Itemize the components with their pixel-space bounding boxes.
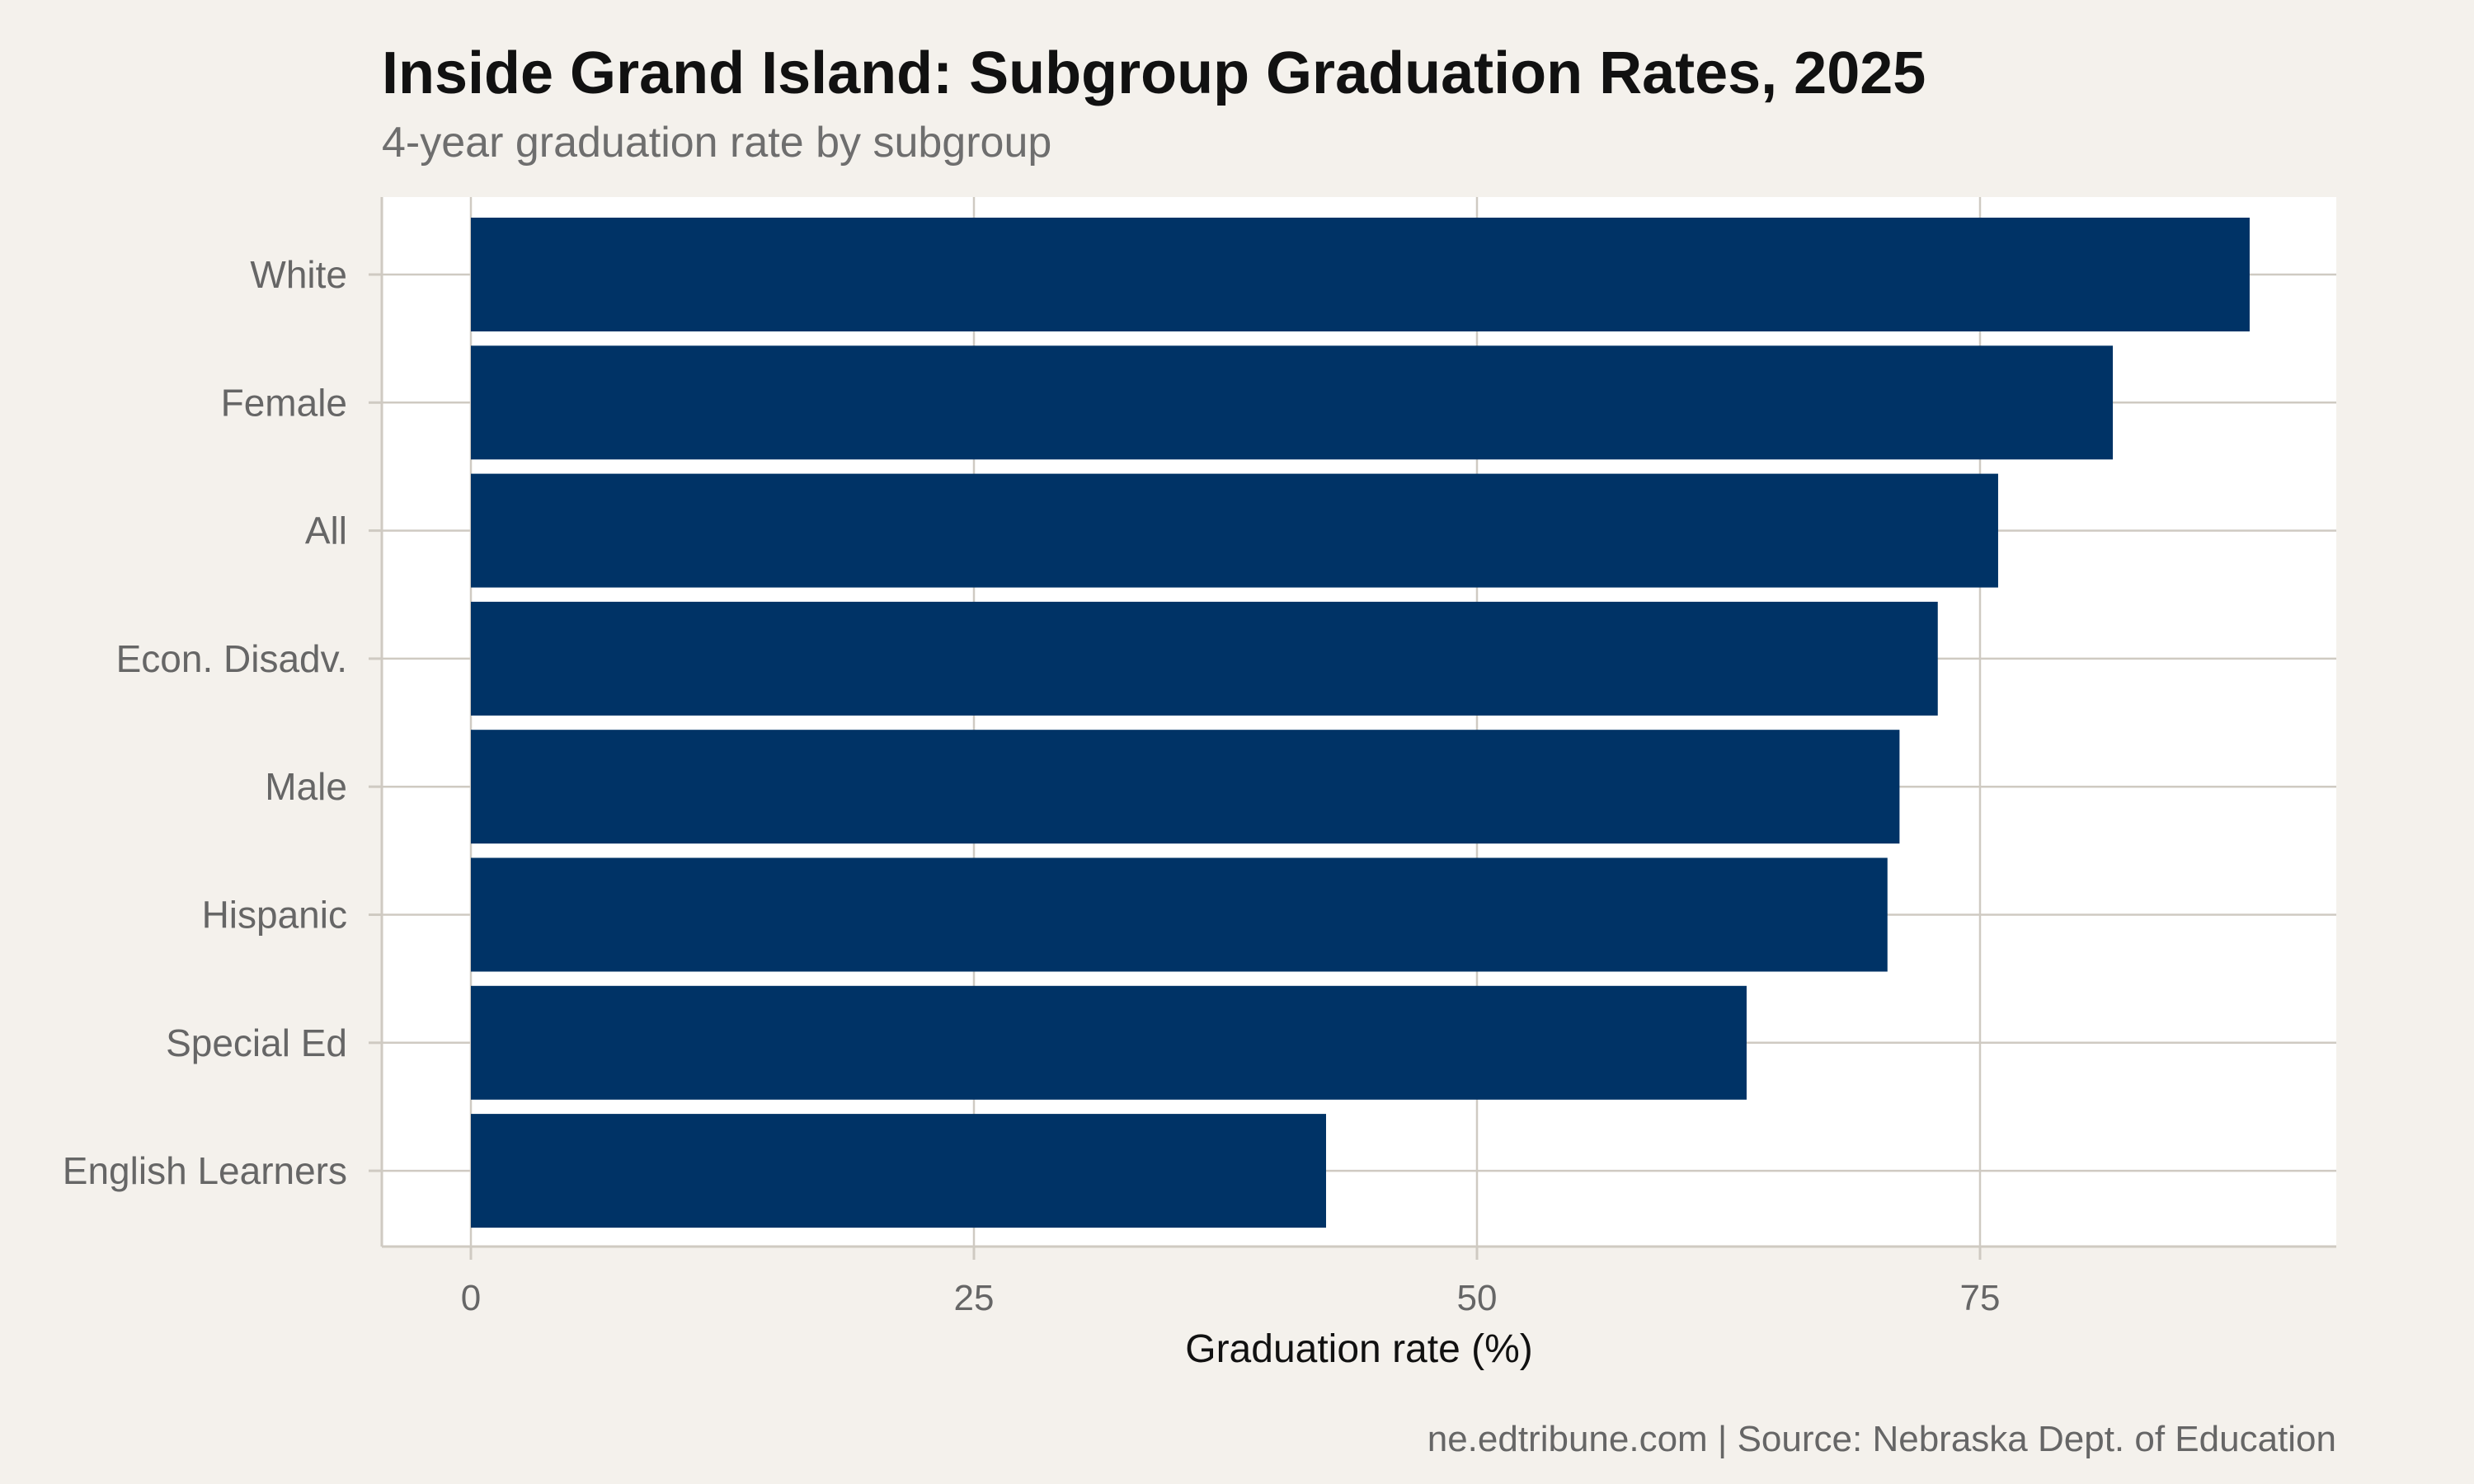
x-tick-label: 75 — [1960, 1278, 2001, 1318]
bar-special-ed — [471, 985, 1747, 1100]
chart-title: Inside Grand Island: Subgroup Graduation… — [382, 40, 1926, 106]
x-tick-label: 25 — [954, 1278, 995, 1318]
category-label: Special Ed — [166, 1021, 347, 1064]
category-label: All — [305, 510, 347, 552]
bar-male — [471, 730, 1900, 844]
chart-caption: ne.edtribune.com | Source: Nebraska Dept… — [1427, 1419, 2336, 1459]
chart-subtitle: 4-year graduation rate by subgroup — [382, 119, 1051, 167]
bar-english-learners — [471, 1114, 1326, 1228]
x-tick-label: 50 — [1457, 1278, 1498, 1318]
axes — [369, 197, 2336, 1260]
category-label: White — [250, 253, 347, 296]
category-label: English Learners — [63, 1149, 347, 1192]
category-label: Hispanic — [202, 894, 347, 937]
bar-white — [471, 218, 2250, 331]
axis-labels: White Female All Econ. Disadv. Male Hispanic S… — [63, 253, 2001, 1318]
bars — [471, 218, 2250, 1228]
bar-female — [471, 345, 2114, 460]
x-axis-title: Graduation rate (%) — [1185, 1327, 1533, 1371]
category-label: Male — [265, 765, 347, 808]
bar-econ-disadv — [471, 601, 1938, 716]
category-label: Econ. Disadv. — [116, 637, 347, 680]
category-label: Female — [221, 381, 347, 424]
bar-all — [471, 473, 1998, 588]
x-tick-label: 0 — [461, 1278, 481, 1318]
bar-hispanic — [471, 857, 1888, 972]
